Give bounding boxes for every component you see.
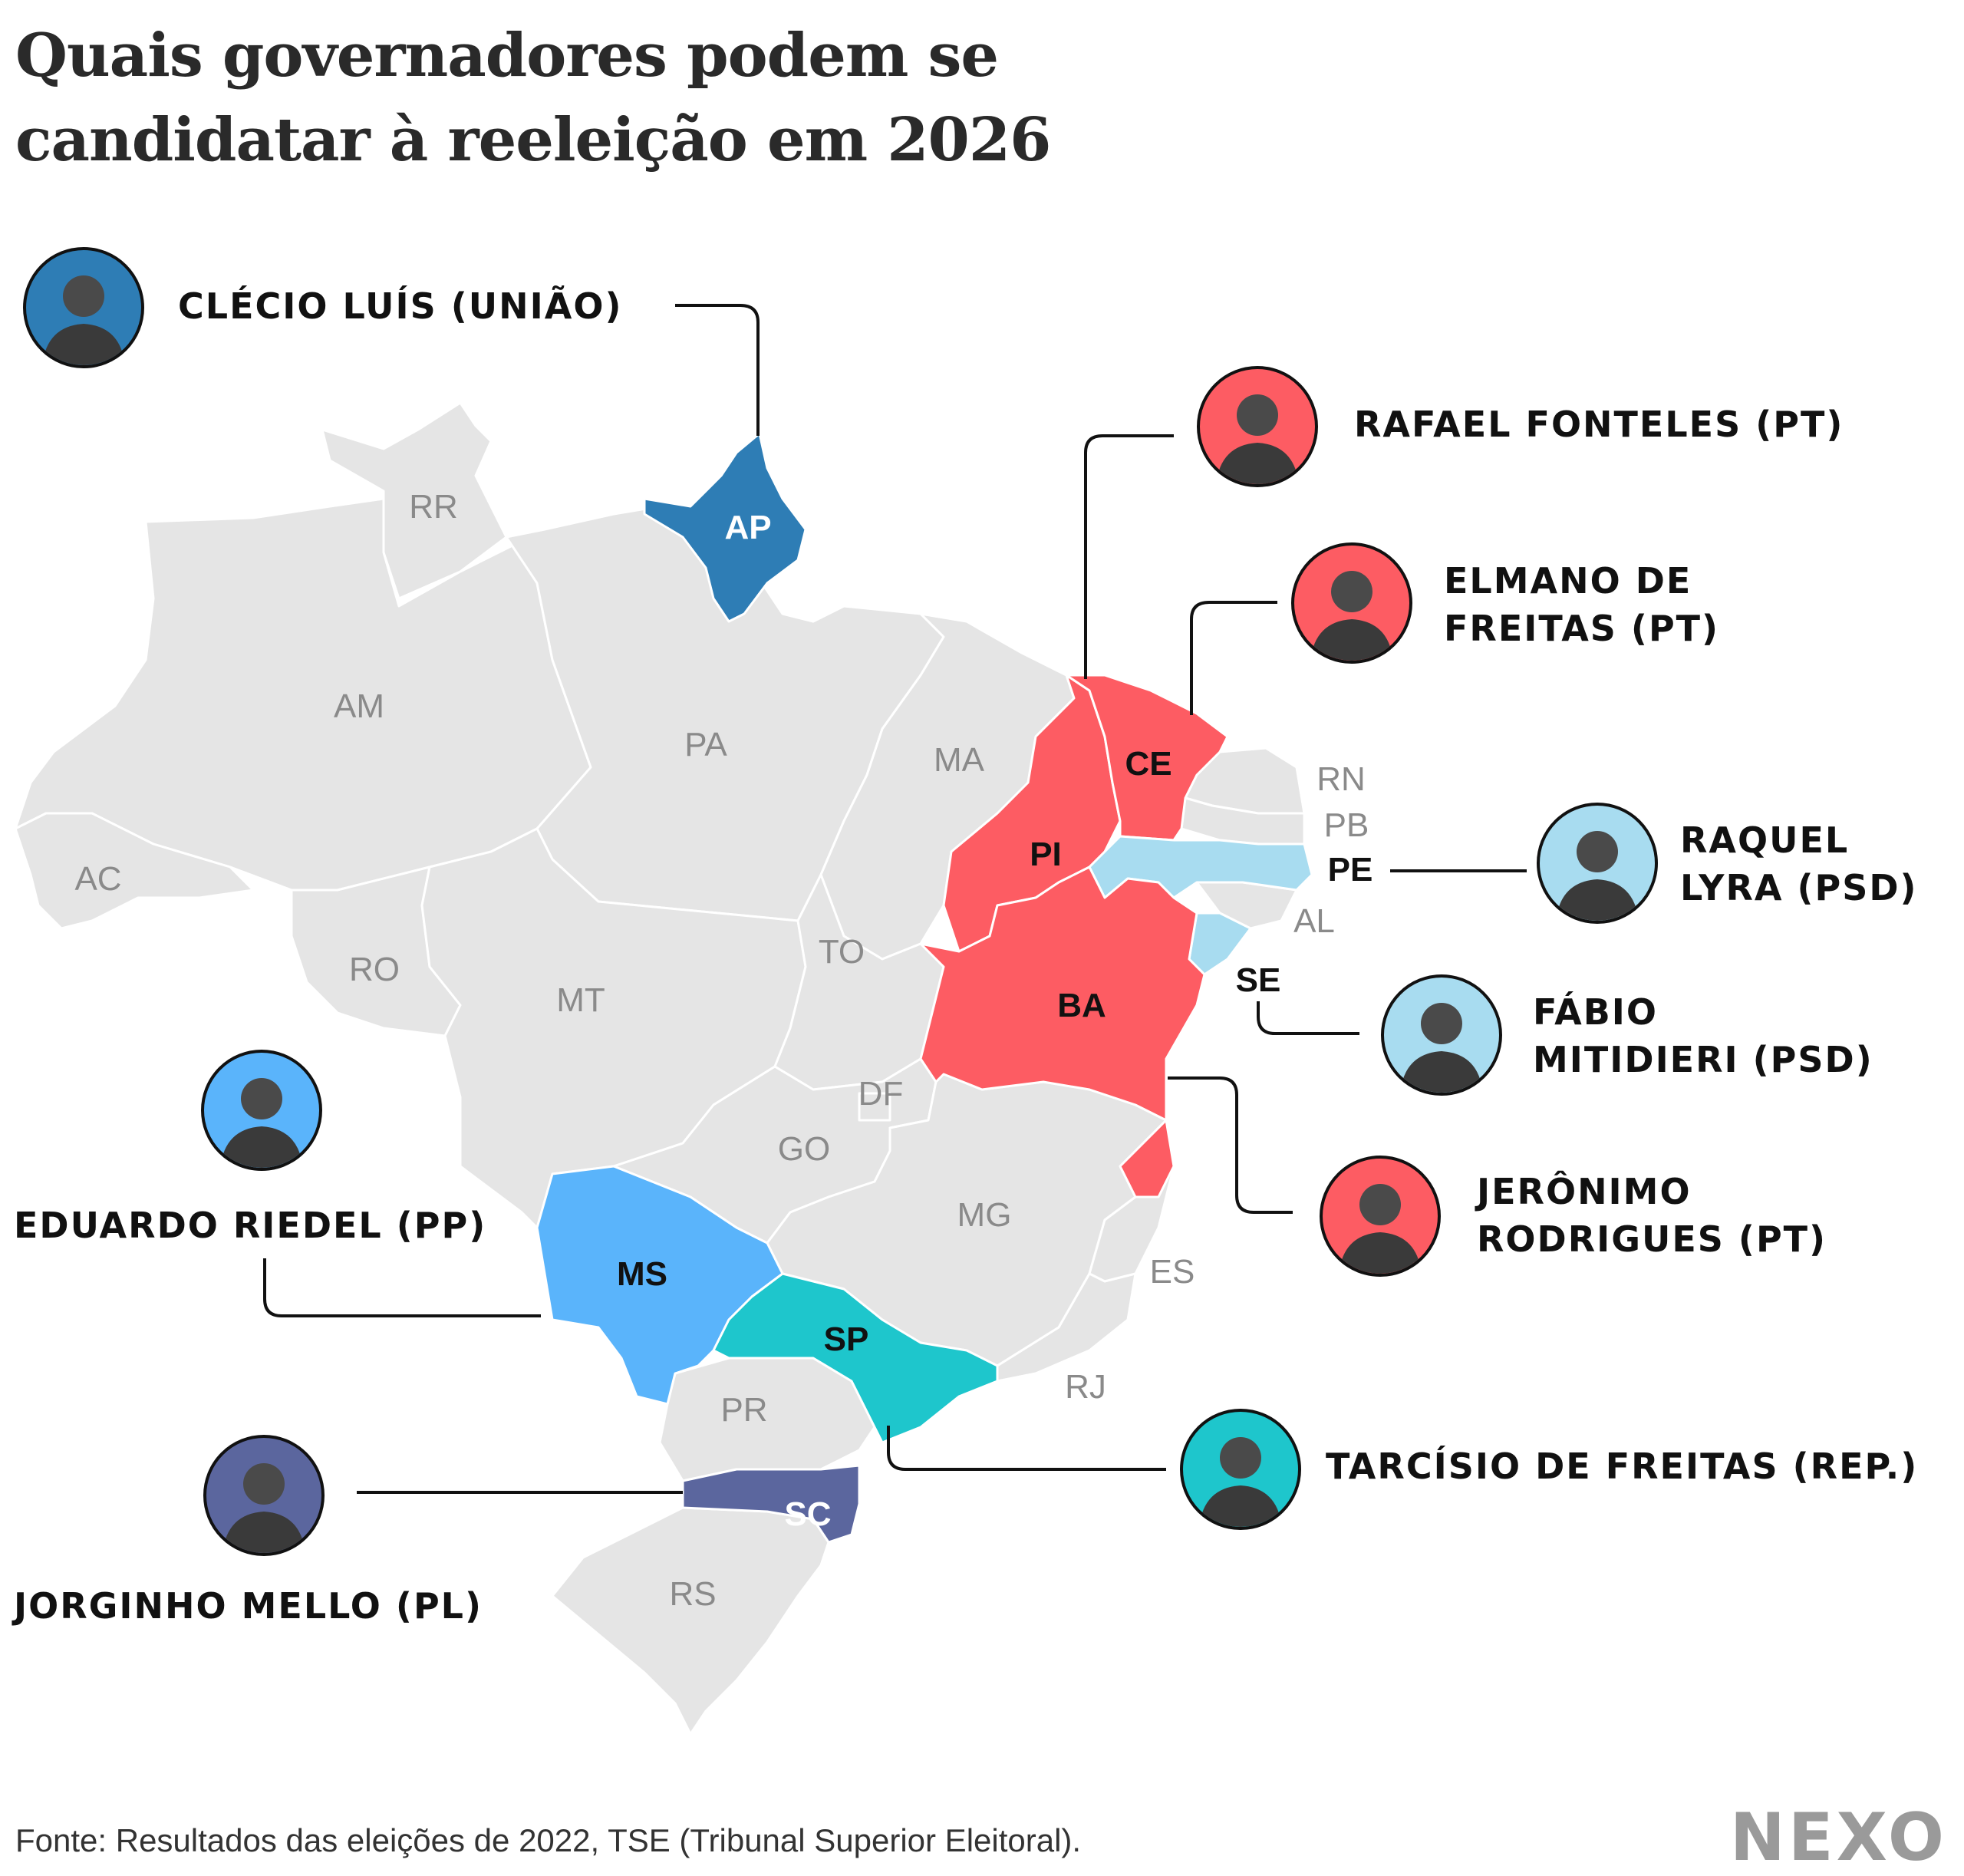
governor-name-sp: TARCÍSIO DE FREITAS (REP.)	[1326, 1442, 1918, 1490]
governor-name-line: EDUARDO RIEDEL (PP)	[14, 1205, 487, 1246]
label-ms: MS	[617, 1255, 667, 1293]
label-ac: AC	[74, 860, 121, 898]
label-rr: RR	[409, 488, 458, 526]
governor-name-ce: ELMANO DE FREITAS (PT)	[1444, 557, 1719, 652]
governor-name-line: RAQUEL	[1680, 819, 1850, 861]
avatar-elmano	[1291, 542, 1412, 664]
label-pi: PI	[1030, 836, 1062, 873]
person-icon	[42, 275, 125, 365]
governor-name-pi: RAFAEL FONTELES (PT)	[1354, 401, 1844, 448]
label-df: DF	[858, 1075, 904, 1113]
label-mt: MT	[556, 981, 605, 1019]
governor-name-line: LYRA (PSD)	[1680, 867, 1918, 908]
avatar-fabio	[1381, 974, 1502, 1096]
governor-name-line: TARCÍSIO DE FREITAS (REP.)	[1326, 1446, 1919, 1487]
governor-name-line: RAFAEL FONTELES (PT)	[1354, 404, 1844, 445]
avatar-rafael	[1197, 366, 1318, 487]
label-ma: MA	[934, 741, 985, 779]
person-icon	[220, 1078, 303, 1168]
label-rn: RN	[1316, 760, 1366, 798]
source-note: Fonte: Resultados das eleições de 2022, …	[15, 1822, 1082, 1858]
label-am: AM	[334, 687, 384, 725]
label-ap: AP	[724, 509, 771, 546]
governor-name-se: FÁBIO MITIDIERI (PSD)	[1533, 988, 1873, 1083]
label-ba: BA	[1057, 987, 1106, 1024]
state-sp[interactable]	[712, 1272, 999, 1444]
label-pr: PR	[720, 1391, 767, 1429]
label-pb: PB	[1324, 806, 1369, 844]
governor-name-ap: CLÉCIO LUÍS (UNIÃO)	[178, 282, 623, 330]
leader-ce	[1190, 601, 1277, 715]
governor-name-line: CLÉCIO LUÍS (UNIÃO)	[178, 285, 623, 327]
person-icon	[222, 1463, 305, 1553]
leader-pi	[1084, 434, 1174, 679]
leader-se	[1257, 1001, 1359, 1035]
avatar-tarcisio	[1180, 1409, 1301, 1530]
label-sc: SC	[784, 1495, 831, 1533]
state-rs	[551, 1506, 830, 1736]
leader-ms	[263, 1258, 541, 1317]
avatar-clecio	[23, 247, 144, 368]
avatar-jorginho	[203, 1435, 325, 1556]
person-icon	[1199, 1437, 1282, 1527]
state-ce[interactable]	[1065, 674, 1229, 842]
label-rj: RJ	[1065, 1368, 1106, 1406]
person-icon	[1339, 1184, 1422, 1274]
governor-name-line: FÁBIO	[1533, 991, 1659, 1033]
label-to: TO	[819, 933, 865, 971]
state-ms[interactable]	[535, 1165, 784, 1406]
leader-sp	[887, 1426, 1166, 1471]
leader-ba	[1168, 1076, 1293, 1214]
state-ac	[14, 812, 255, 930]
person-icon	[1400, 1003, 1483, 1093]
avatar-jeronimo	[1320, 1156, 1441, 1277]
state-df	[858, 1092, 891, 1122]
label-ro: RO	[349, 951, 400, 988]
nexo-logo: NEXO	[1729, 1799, 1947, 1876]
governor-name-line: RODRIGUES (PT)	[1477, 1218, 1827, 1260]
label-pe: PE	[1328, 851, 1373, 889]
governor-name-pe: RAQUEL LYRA (PSD)	[1680, 816, 1918, 912]
state-ba[interactable]	[919, 865, 1206, 1198]
label-pa: PA	[684, 726, 727, 763]
governor-name-sc: JORGINHO MELLO (PL)	[14, 1582, 483, 1630]
governor-name-ba: JERÔNIMO RODRIGUES (PT)	[1477, 1168, 1827, 1263]
person-icon	[1556, 831, 1639, 921]
label-se: SE	[1236, 961, 1281, 999]
label-mg: MG	[957, 1196, 1012, 1234]
avatar-raquel	[1537, 803, 1658, 924]
label-ce: CE	[1125, 745, 1171, 783]
label-es: ES	[1150, 1253, 1195, 1291]
label-rs: RS	[669, 1575, 716, 1613]
governor-name-line: ELMANO DE	[1444, 560, 1692, 602]
label-go: GO	[778, 1130, 830, 1168]
governor-name-line: JORGINHO MELLO (PL)	[14, 1585, 483, 1627]
governor-name-line: JERÔNIMO	[1477, 1171, 1692, 1212]
state-rj	[996, 1272, 1137, 1383]
state-ap[interactable]	[643, 432, 807, 623]
label-al: AL	[1293, 902, 1335, 940]
avatar-eduardo	[201, 1050, 322, 1171]
title-line-1: Quais governadores podem se	[15, 21, 999, 91]
title-line-2: candidatar à reeleição em 2026	[15, 105, 1051, 175]
label-sp: SP	[824, 1320, 869, 1358]
governor-name-line: FREITAS (PT)	[1444, 608, 1720, 649]
page-title: Quais governadores podem se candidatar à…	[15, 14, 1320, 183]
state-sc[interactable]	[681, 1464, 861, 1544]
person-icon	[1310, 571, 1393, 661]
leader-ap	[675, 304, 760, 436]
governor-name-line: MITIDIERI (PSD)	[1533, 1039, 1873, 1080]
person-icon	[1216, 394, 1299, 484]
governor-name-ms: EDUARDO RIEDEL (PP)	[14, 1202, 486, 1249]
